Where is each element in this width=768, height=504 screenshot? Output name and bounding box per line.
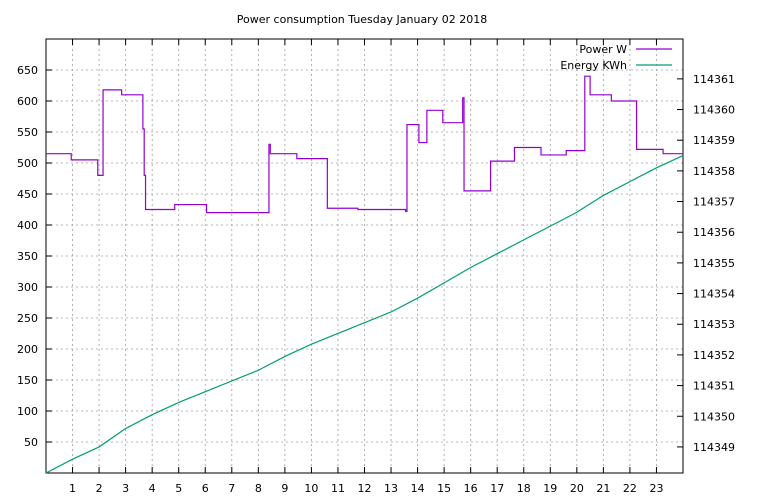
y2-tick-label: 114361 [693,73,735,86]
y-tick-label: 250 [17,312,38,325]
x-tick-label: 12 [358,482,372,495]
x-tick-label: 5 [175,482,182,495]
y-tick-label: 200 [17,343,38,356]
y2-tick-label: 114357 [693,196,735,209]
y-tick-label: 500 [17,157,38,170]
y-tick-label: 100 [17,405,38,418]
y2-tick-label: 114351 [693,380,735,393]
legend-label: Energy KWh [560,59,627,72]
x-tick-label: 13 [384,482,398,495]
y2-tick-label: 114353 [693,318,735,331]
series-line-energy-kwh [45,155,684,474]
y-tick-label: 300 [17,281,38,294]
x-tick-label: 6 [202,482,209,495]
y2-tick-label: 114349 [693,441,735,454]
x-tick-label: 23 [649,482,663,495]
x-tick-label: 9 [281,482,288,495]
y-tick-label: 650 [17,64,38,77]
series-layer [45,75,684,474]
y-tick-label: 550 [17,126,38,139]
x-tick-label: 17 [490,482,504,495]
y2-tick-label: 114359 [693,134,735,147]
x-tick-label: 10 [304,482,318,495]
y-tick-label: 350 [17,250,38,263]
y2-tick-label: 114355 [693,257,735,270]
legend: Power W Energy KWh [560,43,672,72]
series-line-power-w [46,75,683,214]
y2-tick-label: 114356 [693,226,735,239]
x-tick-label: 15 [437,482,451,495]
y-tick-label: 450 [17,188,38,201]
y-tick-label: 400 [17,219,38,232]
ticks-layer: 1 2 3 4 5 6 7 8 9 10 11 12 13 14 15 16 17 18 19 20 21 22 23501… [17,39,735,495]
x-tick-label: 8 [255,482,262,495]
x-tick-label: 16 [464,482,478,495]
grid-layer [46,39,683,473]
chart-title: Power consumption Tuesday January 02 201… [237,13,487,26]
y-tick-label: 50 [24,436,38,449]
x-tick-label: 11 [331,482,345,495]
y2-tick-label: 114352 [693,349,735,362]
x-tick-label: 18 [517,482,531,495]
y-tick-label: 150 [17,374,38,387]
x-tick-label: 20 [570,482,584,495]
x-tick-label: 4 [149,482,156,495]
y2-tick-label: 114360 [693,104,735,117]
x-tick-label: 7 [228,482,235,495]
x-tick-label: 22 [623,482,637,495]
y2-tick-label: 114358 [693,165,735,178]
y-tick-label: 600 [17,95,38,108]
x-tick-label: 21 [596,482,610,495]
y2-tick-label: 114350 [693,410,735,423]
y2-tick-label: 114354 [693,288,735,301]
x-tick-label: 19 [543,482,557,495]
x-tick-label: 2 [96,482,103,495]
x-tick-label: 14 [411,482,425,495]
x-tick-label: 1 [69,482,76,495]
legend-label: Power W [579,43,627,56]
x-tick-label: 3 [122,482,129,495]
